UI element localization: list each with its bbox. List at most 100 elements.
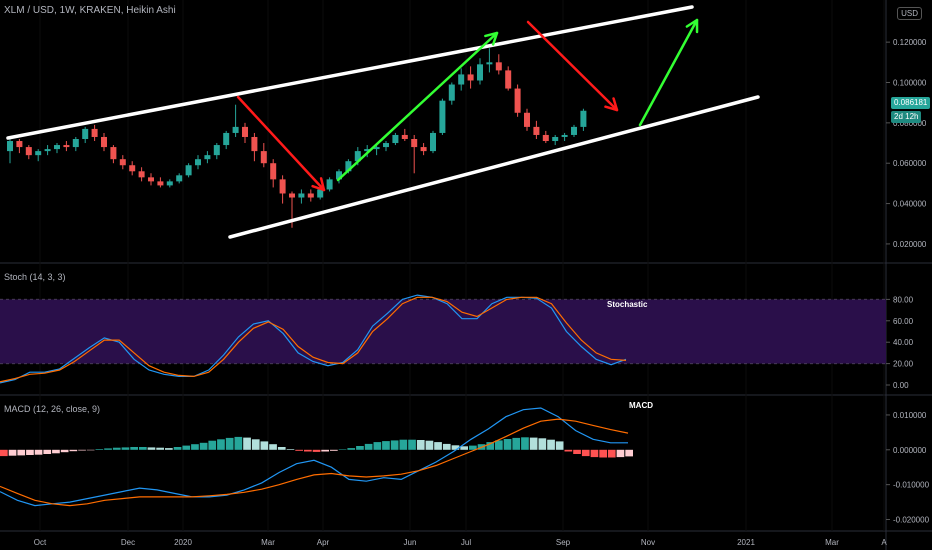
candle-body [195, 159, 201, 166]
macd-histogram-bar [208, 440, 217, 450]
macd-tick-label: -0.020000 [893, 516, 930, 525]
candle-body [345, 161, 352, 172]
candle-body [185, 165, 192, 176]
candle-body [486, 62, 493, 65]
red-arrow-2 [526, 20, 619, 112]
stoch-tick-label: 20.00 [893, 360, 914, 369]
candle-body [495, 62, 502, 71]
currency-unit-badge[interactable]: USD [897, 7, 922, 20]
candle-body [44, 149, 51, 152]
candle-body [54, 145, 60, 150]
green-arrow-2-head [685, 18, 699, 34]
candle-body [129, 165, 136, 172]
macd-histogram-bar [425, 440, 434, 450]
macd-histogram-bar [330, 449, 338, 451]
macd-histogram-bar [182, 445, 191, 450]
macd-histogram-bar [60, 449, 69, 453]
macd-histogram-bar [390, 440, 399, 450]
macd-histogram-bar [17, 449, 26, 456]
price-tick-label: 0.040000 [893, 200, 927, 209]
macd-histogram-bar [251, 439, 260, 450]
macd-histogram-bar [338, 449, 347, 450]
x-axis-label: Dec [121, 538, 135, 547]
macd-histogram-bar [547, 439, 555, 450]
x-axis-label: 2020 [174, 538, 192, 547]
macd-panel-title: MACD (12, 26, close, 9) [4, 404, 101, 414]
macd-histogram-bar [434, 442, 442, 450]
macd-line [0, 407, 628, 507]
macd-histogram-bar [564, 449, 573, 452]
stoch-tick-label: 0.00 [893, 381, 909, 390]
x-axis-label: Mar [261, 538, 275, 547]
candle-body [411, 139, 418, 148]
macd-histogram-bar [86, 449, 95, 451]
candle-body [298, 193, 305, 198]
candle-body [326, 179, 333, 190]
macd-histogram-bar [234, 436, 243, 450]
macd-histogram-bar [217, 439, 225, 450]
candle-body [317, 189, 324, 198]
macd-tick-label: 0.010000 [893, 411, 927, 420]
candle-body [251, 136, 258, 152]
macd-histogram-bar [442, 443, 451, 450]
macd-histogram-bar [199, 442, 208, 450]
stoch-d-line [0, 296, 627, 383]
candle-body [91, 128, 98, 137]
candle-body [420, 147, 427, 152]
macd-histogram-bar [581, 449, 590, 457]
macd-annotation: MACD [629, 401, 653, 410]
macd-histogram-bar [451, 445, 460, 450]
candle-body [439, 100, 446, 133]
candles[interactable] [7, 48, 587, 228]
candle-body [307, 193, 314, 198]
macd-series [0, 407, 633, 507]
candle-body [279, 179, 286, 194]
macd-histogram-bar [286, 449, 295, 450]
macd-histogram-bar [408, 439, 416, 450]
candle-body [204, 155, 211, 160]
last-price-tag: 0.086181 [891, 97, 931, 109]
candle-body [157, 181, 164, 186]
candle-body [467, 74, 474, 81]
stoch-lines [0, 294, 627, 384]
price-tick-label: 0.060000 [893, 159, 927, 168]
x-axis-label: Oct [34, 538, 47, 547]
candle-body [401, 134, 408, 139]
x-axis-label: Mar [825, 538, 839, 547]
macd-histogram-bar [382, 441, 390, 450]
macd-histogram-bar [34, 449, 43, 455]
candle-body [260, 151, 267, 164]
red-arrow-1 [236, 95, 326, 192]
x-axis-label: Sep [556, 538, 571, 547]
candle-body [336, 171, 342, 180]
macd-histogram-bar [43, 449, 52, 454]
green-arrow-1 [336, 31, 499, 182]
macd-histogram-bar [555, 441, 564, 450]
candle-body [430, 132, 436, 152]
macd-histogram-bar [607, 449, 616, 458]
macd-histogram-bar [295, 449, 303, 451]
green-arrow-2 [638, 18, 699, 127]
macd-histogram-bar [269, 444, 277, 450]
red-arrow-2-head [604, 97, 619, 112]
candle-body [552, 136, 559, 142]
channel-lower-line [228, 95, 760, 239]
x-axis-label: 2021 [737, 538, 755, 547]
candle-body [571, 126, 577, 135]
macd-histogram-bar [321, 449, 329, 452]
macd-histogram-bar [625, 449, 633, 457]
x-axis-label: Apr [317, 538, 330, 547]
stoch-band [0, 299, 886, 364]
candle-body [63, 145, 70, 148]
macd-histogram-bar [173, 447, 182, 450]
macd-histogram-bar [460, 446, 468, 450]
macd-histogram-bar [304, 449, 312, 452]
channel-upper-line [6, 5, 694, 140]
price-tick-label: 0.120000 [893, 38, 927, 47]
candle-body [392, 134, 399, 144]
candle-body [561, 134, 568, 137]
candle-body [448, 84, 455, 101]
x-axis-label: Nov [641, 538, 655, 547]
candle-body [25, 147, 32, 156]
